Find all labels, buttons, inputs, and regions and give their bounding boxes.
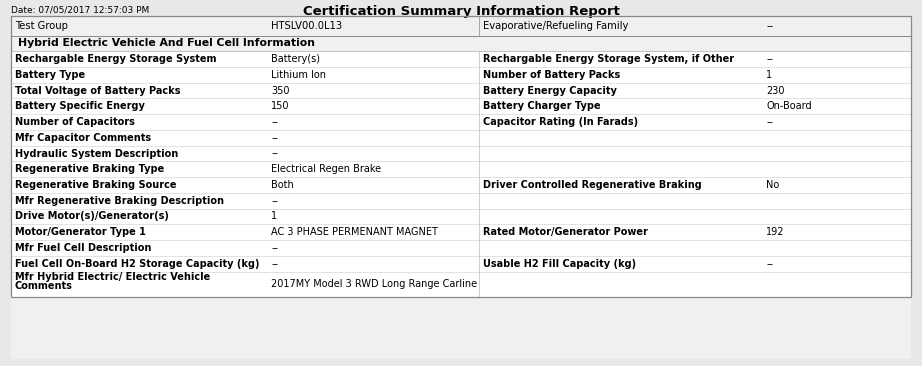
- Text: --: --: [271, 149, 278, 158]
- Text: 1: 1: [271, 212, 278, 221]
- Text: Driver Controlled Regenerative Braking: Driver Controlled Regenerative Braking: [483, 180, 702, 190]
- Bar: [11, 114, 911, 130]
- Bar: [11, 83, 911, 98]
- Text: Evaporative/Refueling Family: Evaporative/Refueling Family: [483, 21, 628, 31]
- Text: Regenerative Braking Source: Regenerative Braking Source: [15, 180, 176, 190]
- Bar: [11, 161, 911, 177]
- Bar: [11, 130, 911, 146]
- Text: Lithium Ion: Lithium Ion: [271, 70, 326, 80]
- Bar: [11, 177, 911, 193]
- Text: Battery Type: Battery Type: [15, 70, 85, 80]
- Text: --: --: [271, 133, 278, 143]
- Text: Usable H2 Fill Capacity (kg): Usable H2 Fill Capacity (kg): [483, 259, 636, 269]
- Bar: [11, 272, 911, 297]
- Text: Mfr Fuel Cell Description: Mfr Fuel Cell Description: [15, 243, 151, 253]
- Bar: [11, 67, 911, 83]
- Bar: [11, 16, 911, 297]
- Text: Electrical Regen Brake: Electrical Regen Brake: [271, 164, 382, 174]
- Bar: [11, 36, 911, 51]
- Bar: [11, 193, 911, 209]
- Text: 192: 192: [766, 227, 785, 237]
- Bar: [11, 209, 911, 224]
- Bar: [11, 224, 911, 240]
- Text: Mfr Capacitor Comments: Mfr Capacitor Comments: [15, 133, 151, 143]
- Text: Both: Both: [271, 180, 294, 190]
- Text: --: --: [766, 21, 774, 31]
- Text: Certification Summary Information Report: Certification Summary Information Report: [302, 5, 620, 19]
- Text: 350: 350: [271, 86, 290, 96]
- Text: Test Group: Test Group: [15, 21, 67, 31]
- Bar: [11, 98, 911, 114]
- Bar: [11, 146, 911, 161]
- Text: Drive Motor(s)/Generator(s): Drive Motor(s)/Generator(s): [15, 212, 169, 221]
- Text: Comments: Comments: [15, 281, 73, 291]
- Bar: [11, 240, 911, 256]
- Text: Battery Charger Type: Battery Charger Type: [483, 101, 600, 111]
- Text: --: --: [271, 259, 278, 269]
- Text: Fuel Cell On-Board H2 Storage Capacity (kg): Fuel Cell On-Board H2 Storage Capacity (…: [15, 259, 259, 269]
- Text: Number of Battery Packs: Number of Battery Packs: [483, 70, 620, 80]
- Text: Hybrid Electric Vehicle And Fuel Cell Information: Hybrid Electric Vehicle And Fuel Cell In…: [18, 38, 314, 48]
- Text: Date: 07/05/2017 12:57:03 PM: Date: 07/05/2017 12:57:03 PM: [11, 5, 149, 15]
- Bar: [11, 16, 911, 36]
- Text: Hydraulic System Description: Hydraulic System Description: [15, 149, 178, 158]
- Text: Mfr Regenerative Braking Description: Mfr Regenerative Braking Description: [15, 196, 224, 206]
- Text: Mfr Hybrid Electric/ Electric Vehicle: Mfr Hybrid Electric/ Electric Vehicle: [15, 272, 210, 282]
- Text: --: --: [271, 243, 278, 253]
- Text: --: --: [766, 54, 774, 64]
- Text: On-Board: On-Board: [766, 101, 811, 111]
- Text: Rated Motor/Generator Power: Rated Motor/Generator Power: [483, 227, 647, 237]
- Text: No: No: [766, 180, 779, 190]
- Bar: [11, 256, 911, 272]
- Text: Battery(s): Battery(s): [271, 54, 320, 64]
- Text: --: --: [271, 117, 278, 127]
- Text: Total Voltage of Battery Packs: Total Voltage of Battery Packs: [15, 86, 181, 96]
- Text: Number of Capacitors: Number of Capacitors: [15, 117, 135, 127]
- Text: --: --: [271, 196, 278, 206]
- Text: AC 3 PHASE PERMENANT MAGNET: AC 3 PHASE PERMENANT MAGNET: [271, 227, 438, 237]
- Text: Battery Energy Capacity: Battery Energy Capacity: [483, 86, 617, 96]
- Text: 2017MY Model 3 RWD Long Range Carline: 2017MY Model 3 RWD Long Range Carline: [271, 279, 478, 290]
- Text: Motor/Generator Type 1: Motor/Generator Type 1: [15, 227, 146, 237]
- Bar: [11, 51, 911, 67]
- Text: 230: 230: [766, 86, 785, 96]
- Text: Capacitor Rating (In Farads): Capacitor Rating (In Farads): [483, 117, 638, 127]
- Text: HTSLV00.0L13: HTSLV00.0L13: [271, 21, 342, 31]
- Text: --: --: [766, 117, 774, 127]
- Text: 150: 150: [271, 101, 290, 111]
- Text: Rechargable Energy Storage System: Rechargable Energy Storage System: [15, 54, 217, 64]
- Text: --: --: [766, 259, 774, 269]
- Text: Regenerative Braking Type: Regenerative Braking Type: [15, 164, 164, 174]
- Text: 1: 1: [766, 70, 773, 80]
- Text: Battery Specific Energy: Battery Specific Energy: [15, 101, 145, 111]
- Text: Rechargable Energy Storage System, if Other: Rechargable Energy Storage System, if Ot…: [483, 54, 734, 64]
